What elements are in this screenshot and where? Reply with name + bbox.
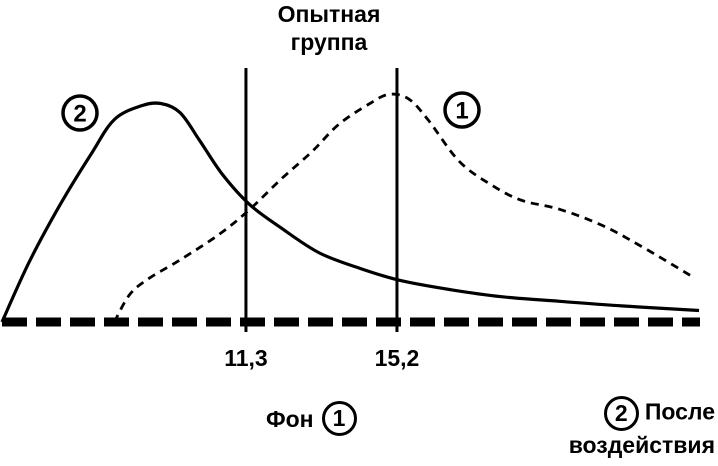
x-tick-label-0: 11,3 bbox=[224, 345, 268, 371]
legend-label-after: После воздействия bbox=[568, 398, 715, 458]
chart-title: Опытная группа bbox=[277, 1, 381, 55]
curve-label-fon-circle bbox=[443, 91, 481, 129]
series-lines bbox=[0, 92, 700, 323]
series-line-1 bbox=[0, 101, 700, 323]
curve-label-fon: 1 bbox=[443, 91, 481, 129]
legend-badge-fon: 1 bbox=[321, 401, 357, 436]
legend-badge-after: 2 bbox=[603, 396, 639, 431]
legend-item-fon: Фон 1 bbox=[266, 401, 357, 436]
curve-label-after-circle bbox=[61, 94, 99, 132]
reference-lines bbox=[244, 68, 399, 332]
legend-item-after: 2 После воздействия bbox=[515, 396, 715, 459]
x-tick-label-1: 15,2 bbox=[375, 345, 420, 371]
legend-label-fon: Фон bbox=[266, 405, 314, 432]
series-line-0 bbox=[113, 92, 693, 323]
curve-label-fon-number: 1 bbox=[455, 98, 468, 125]
curve-label-after-number: 2 bbox=[73, 101, 86, 128]
curve-label-after: 2 bbox=[61, 94, 99, 132]
x-tick-labels: 11,3 15,2 bbox=[224, 345, 419, 371]
